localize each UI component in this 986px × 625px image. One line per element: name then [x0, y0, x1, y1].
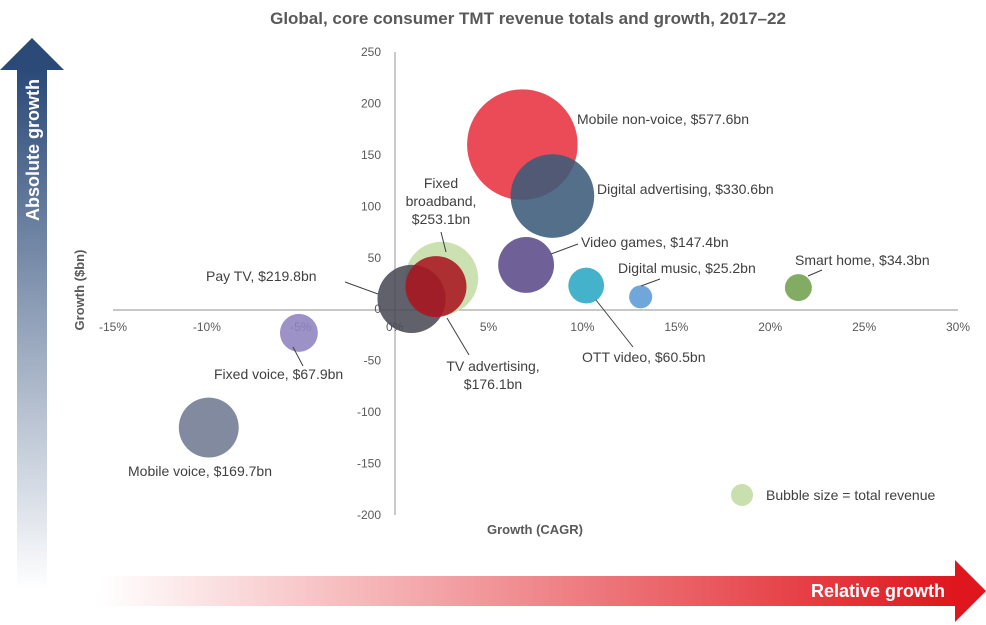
x-tick-label: 5%	[480, 320, 498, 334]
bubble-tv-advertising	[405, 256, 467, 318]
bubble-mobile-voice	[178, 397, 239, 458]
leader-lines	[292, 231, 823, 367]
y-tick-label: -200	[357, 508, 381, 522]
bubble-label-digital-advertising: Digital advertising, $330.6bn	[597, 181, 774, 197]
bubble-label-fixed-voice: Fixed voice, $67.9bn	[214, 366, 343, 382]
bubble-digital-music	[629, 285, 653, 309]
y-tick-label: 250	[361, 45, 381, 59]
bubbles	[178, 89, 812, 458]
bubble-label-mobile-voice: Mobile voice, $169.7bn	[128, 463, 272, 479]
bubble-smart-home	[784, 274, 812, 302]
y-axis-title: Growth ($bn)	[72, 250, 87, 331]
legend-label: Bubble size = total revenue	[766, 487, 935, 503]
bubble-digital-advertising	[510, 154, 595, 238]
x-tick-label: -15%	[99, 320, 127, 334]
x-tick-label: 20%	[758, 320, 782, 334]
bubble-label-tv-advertising: TV advertising,	[446, 358, 539, 374]
leader-line-fixed-broadband	[440, 231, 447, 253]
y-tick-label: 50	[368, 251, 382, 265]
bubble-label-video-games: Video games, $147.4bn	[581, 234, 729, 250]
legend: Bubble size = total revenue	[731, 484, 935, 506]
vertical-arrow-head	[0, 38, 64, 70]
bubble-ott-video	[568, 267, 605, 304]
y-tick-label: -150	[357, 457, 381, 471]
bubble-labels: Fixed broadband, $253.1bn Mobile non-voice,…	[128, 111, 930, 479]
x-axis-title: Growth (CAGR)	[487, 522, 583, 537]
y-tick-label: 100	[361, 199, 381, 213]
x-tick-label: 30%	[946, 320, 970, 334]
x-tick-label: 15%	[664, 320, 688, 334]
bubble-label-fixed-broadband: broadband,	[406, 193, 477, 209]
x-tick-label: 25%	[852, 320, 876, 334]
y-tick-label: 150	[361, 148, 381, 162]
vertical-arrow-label: Absolute growth	[23, 79, 43, 221]
chart-title: Global, core consumer TMT revenue totals…	[270, 9, 786, 28]
vertical-arrow-shaft	[17, 70, 47, 590]
bubble-label-pay-tv: Pay TV, $219.8bn	[206, 268, 317, 284]
bubble-label-mobile-non-voice: Mobile non-voice, $577.6bn	[577, 111, 749, 127]
relative-growth-arrow: Relative growth	[100, 560, 986, 622]
leader-line-ott-video	[595, 299, 634, 348]
leader-line-digital-music	[640, 278, 661, 287]
leader-line-pay-tv	[344, 281, 379, 295]
bubble-label-ott-video: OTT video, $60.5bn	[582, 349, 705, 365]
y-tick-label: 0	[374, 302, 381, 316]
legend-marker	[731, 484, 753, 506]
leader-line-smart-home	[807, 269, 823, 277]
leader-line-fixed-voice	[292, 346, 304, 367]
y-tick-label: -100	[357, 405, 381, 419]
horizontal-arrow-head	[955, 560, 986, 622]
y-tick-label: 200	[361, 96, 381, 110]
horizontal-arrow-label: Relative growth	[811, 581, 945, 601]
bubble-label-fixed-broadband: Fixed	[424, 175, 458, 191]
bubble-label-smart-home: Smart home, $34.3bn	[795, 252, 930, 268]
leader-line-video-games	[550, 243, 579, 255]
bubble-label-digital-music: Digital music, $25.2bn	[618, 260, 756, 276]
y-tick-label: -50	[364, 354, 382, 368]
bubble-fixed-voice	[279, 313, 318, 352]
horizontal-arrow-shaft	[100, 576, 955, 606]
leader-line-tv-advertising	[446, 317, 470, 356]
absolute-growth-arrow: Absolute growth	[0, 38, 64, 590]
bubble-label-fixed-broadband: $253.1bn	[412, 211, 470, 227]
x-tick-label: -10%	[193, 320, 221, 334]
bubble-label-tv-advertising: $176.1bn	[464, 376, 522, 392]
x-tick-label: 10%	[570, 320, 594, 334]
bubble-video-games	[498, 237, 555, 293]
